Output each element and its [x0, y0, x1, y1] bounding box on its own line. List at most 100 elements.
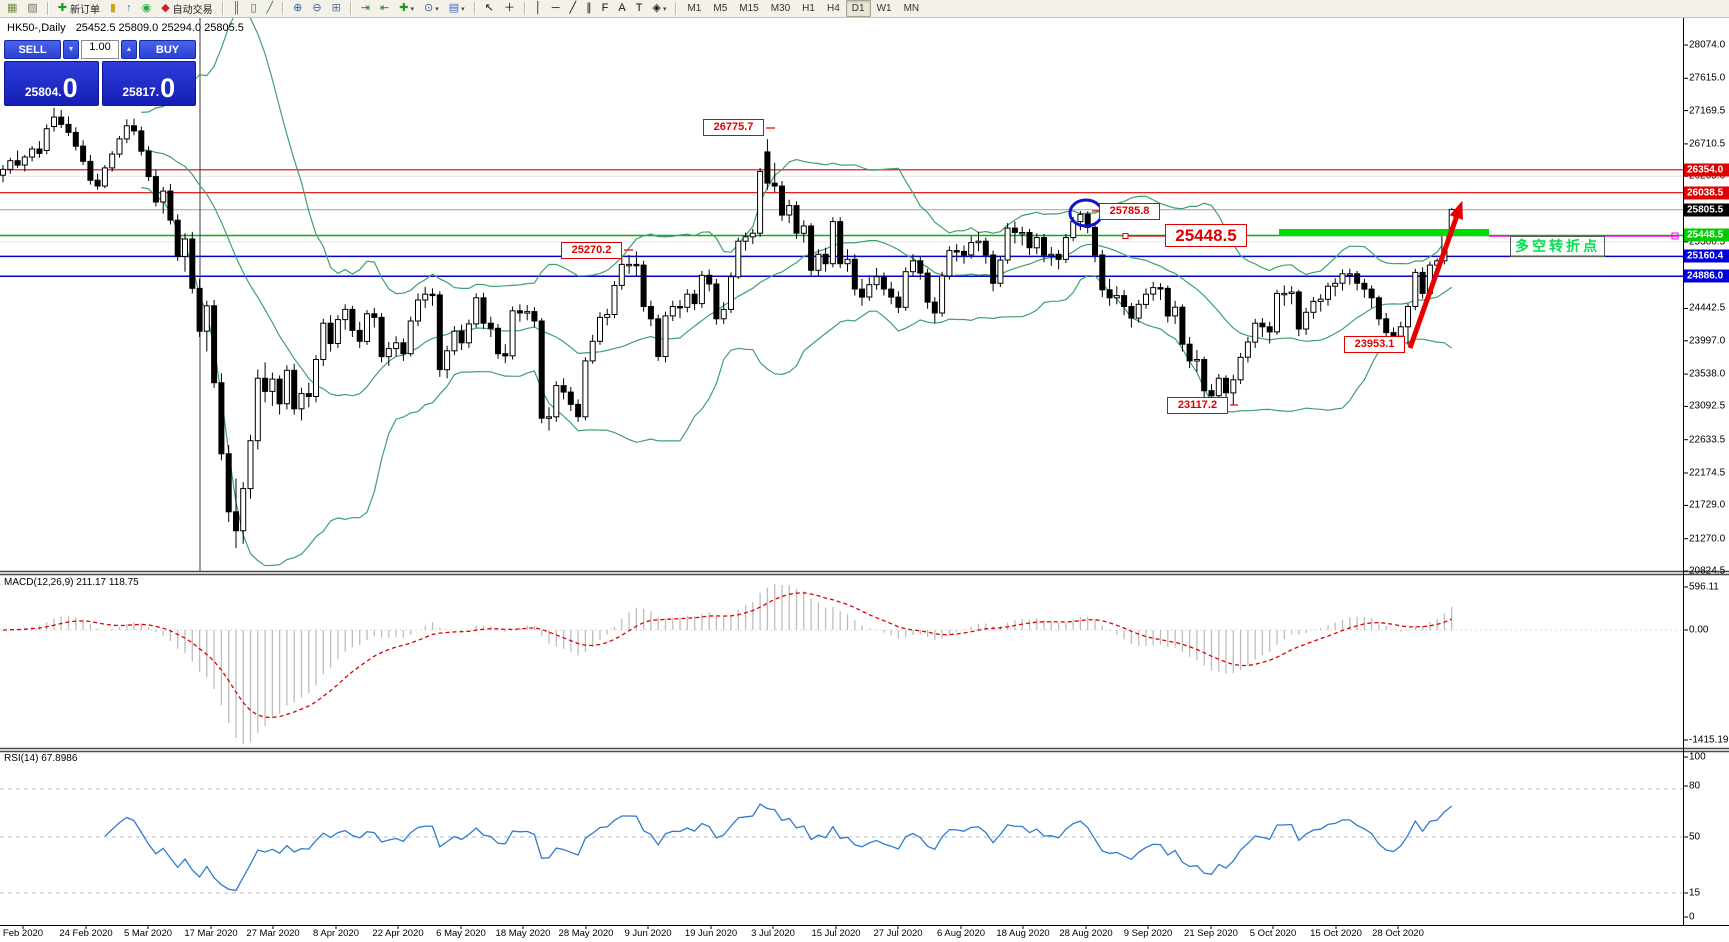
- volume-down-button[interactable]: ▼: [63, 40, 79, 59]
- text-label-button[interactable]: T: [632, 0, 647, 17]
- candle: [283, 369, 290, 405]
- candle: [276, 378, 283, 405]
- macd-indicator-label: MACD(12,26,9) 211.17 118.75: [4, 577, 139, 588]
- candle: [917, 260, 924, 274]
- publish-chart-button[interactable]: ↑: [122, 0, 136, 17]
- candle: [939, 275, 946, 314]
- candle: [87, 160, 94, 181]
- periods-button[interactable]: ⊙ ▾: [420, 0, 443, 17]
- vertical-line-button[interactable]: │: [531, 0, 546, 17]
- timeframe-button-h1[interactable]: H1: [802, 3, 815, 14]
- toolbar-separator: [473, 2, 476, 15]
- signals-button[interactable]: ◉: [138, 0, 156, 17]
- zoom-in-button[interactable]: ⊕: [289, 0, 306, 17]
- channel-button[interactable]: ∥: [582, 0, 596, 17]
- price-annotation-label[interactable]: 25448.5: [1165, 224, 1247, 247]
- fibonacci-button[interactable]: F: [598, 0, 613, 17]
- candle: [611, 285, 618, 315]
- candle: [546, 416, 552, 419]
- horizontal-line-button[interactable]: ─: [548, 0, 564, 17]
- candle: [640, 264, 647, 308]
- trendline-button[interactable]: ╱: [566, 0, 581, 17]
- toolbar-separator: [349, 2, 352, 15]
- candle: [509, 310, 516, 357]
- candle: [1383, 318, 1390, 334]
- autotrade-button[interactable]: ◆ 自动交易: [157, 0, 216, 17]
- candle: [51, 116, 57, 127]
- buy-price-big-digit: 0: [160, 73, 176, 103]
- sell-button[interactable]: SELL: [4, 40, 61, 59]
- timeframe-button-d1[interactable]: D1: [845, 0, 871, 17]
- buy-price-display[interactable]: 25817. 0: [101, 61, 196, 106]
- profiles-button[interactable]: ▨: [23, 0, 41, 17]
- vertical-line-icon: │: [534, 2, 542, 14]
- candle: [1128, 306, 1135, 319]
- price-tick-label: 23538.0: [1689, 368, 1726, 380]
- candle: [131, 125, 137, 132]
- candle: [305, 393, 312, 398]
- new-order-button[interactable]: ✚ 新订单: [54, 0, 104, 17]
- new-chart-button[interactable]: ▦: [3, 0, 21, 17]
- timeframe-button-m5[interactable]: M5: [713, 3, 728, 14]
- candle: [1033, 237, 1040, 249]
- turning-point-note[interactable]: 多空转折点: [1510, 236, 1605, 257]
- price-tick-label: 26710.5: [1689, 138, 1726, 150]
- line-chart-button[interactable]: ╱: [263, 0, 278, 17]
- candle: [36, 148, 43, 154]
- candle: [910, 260, 916, 273]
- candle: [713, 283, 720, 320]
- candle: [0, 168, 6, 176]
- price-annotation-label[interactable]: 23117.2: [1167, 397, 1228, 414]
- chart-shift-button[interactable]: ⇤: [376, 0, 393, 17]
- auto-scroll-button[interactable]: ⇥: [357, 0, 374, 17]
- candle: [495, 327, 501, 355]
- volume-up-button[interactable]: ▲: [121, 40, 137, 59]
- candle: [669, 306, 676, 317]
- auto-scroll-icon: ⇥: [360, 2, 371, 14]
- timeframe-button-w1[interactable]: W1: [876, 3, 892, 14]
- timeframe-button-m30[interactable]: M30: [770, 3, 791, 14]
- candle: [240, 488, 247, 532]
- timeframe-button-m15[interactable]: M15: [739, 3, 759, 14]
- candle: [14, 160, 21, 166]
- chevron-down-icon: ▾: [461, 5, 465, 13]
- new-order-icon: ✚: [57, 2, 68, 14]
- timeframe-button-h4[interactable]: H4: [826, 3, 840, 14]
- timeframe-button-mn[interactable]: MN: [903, 3, 920, 14]
- zoom-out-button[interactable]: ⊖: [308, 0, 325, 17]
- price-annotation-label[interactable]: 25270.2: [561, 242, 622, 259]
- tile-windows-button[interactable]: ⊞: [328, 0, 345, 17]
- volume-input[interactable]: 1.00: [81, 40, 119, 59]
- price-annotation-label[interactable]: 26775.7: [703, 119, 764, 136]
- price-tag-label: 26354.0: [1684, 163, 1729, 177]
- candle: [101, 167, 108, 187]
- price-tick-label: 23997.0: [1689, 335, 1726, 347]
- indicator-tick-label: 80: [1689, 780, 1701, 792]
- candle: [174, 219, 181, 257]
- candle: [429, 293, 436, 297]
- new-chart-icon: ▦: [7, 2, 18, 14]
- candle: [1201, 359, 1208, 392]
- candle: [480, 297, 487, 324]
- add-indicator-button[interactable]: ✚ ▾: [395, 0, 418, 17]
- candle: [218, 382, 225, 455]
- toolbar: ▦ ▨ ✚ 新订单 ▮ ↑ ◉ ◆ 自动交易 ║ ▯ ╱ ⊕ ⊖ ⊞ ⇥ ⇤ ✚ ▾ ⊙ ▾ ▤ ▾ ↖ ＋ │ ─ ╱ ∥ F A T ◈ ▾ M…: [0, 0, 1729, 18]
- crosshair-button[interactable]: ＋: [500, 0, 519, 17]
- bar-chart-button[interactable]: ║: [229, 0, 245, 17]
- candle: [771, 182, 778, 187]
- price-annotation-label[interactable]: 23953.1: [1344, 336, 1405, 353]
- candle: [487, 322, 494, 329]
- shapes-button[interactable]: ◈ ▾: [648, 0, 670, 17]
- templates-button[interactable]: ▤ ▾: [445, 0, 469, 17]
- price-annotation-label[interactable]: 25785.8: [1099, 203, 1160, 220]
- text-button[interactable]: A: [614, 0, 629, 17]
- timeframe-button-m1[interactable]: M1: [687, 3, 702, 14]
- buy-button[interactable]: BUY: [139, 40, 196, 59]
- deposit-button[interactable]: ▮: [106, 0, 120, 17]
- candle: [990, 254, 997, 284]
- date-tick-label: 17 Mar 2020: [184, 928, 238, 939]
- candle-chart-button[interactable]: ▯: [246, 0, 260, 17]
- cursor-button[interactable]: ↖: [481, 0, 498, 17]
- sell-price-display[interactable]: 25804. 0: [4, 61, 99, 106]
